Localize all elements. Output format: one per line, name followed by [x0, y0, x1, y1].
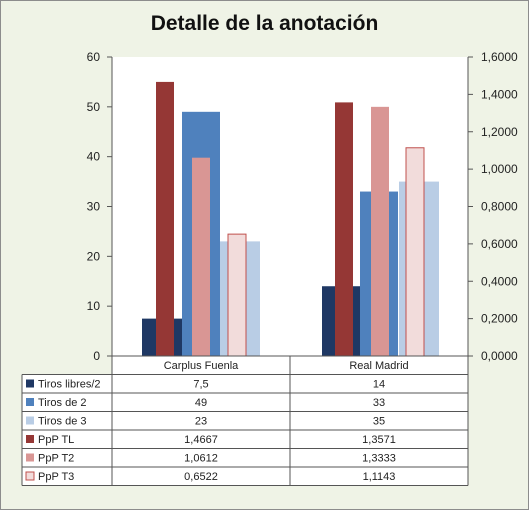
right-tick-label: 0,0000 — [481, 349, 518, 363]
right-tick-label: 1,4000 — [481, 87, 518, 101]
left-tick-label: 50 — [87, 100, 101, 114]
legend-key — [26, 379, 34, 388]
chart-title: Detalle de la anotación — [150, 12, 379, 35]
legend-key — [26, 416, 34, 425]
data-label: 1,3333 — [362, 453, 396, 465]
data-label: 33 — [373, 397, 385, 409]
category-label: Real Madrid — [349, 360, 408, 372]
right-tick-label: 0,8000 — [481, 200, 518, 214]
legend-key — [26, 435, 34, 443]
bar — [371, 106, 389, 356]
data-label: 0,6522 — [184, 471, 218, 483]
series-name: PpP T2 — [38, 453, 74, 465]
series-name: PpP T3 — [38, 471, 74, 483]
data-label: 14 — [373, 379, 385, 391]
data-label: 1,0612 — [184, 453, 218, 465]
bar — [192, 157, 210, 356]
legend-key — [25, 471, 35, 481]
right-tick-label: 0,2000 — [481, 312, 518, 326]
data-label: 1,1143 — [363, 471, 396, 483]
data-label: 1,3571 — [362, 434, 396, 446]
series-name: Tiros libres/2 — [38, 379, 101, 391]
data-label: 49 — [195, 397, 207, 409]
right-tick-label: 0,4000 — [481, 274, 518, 288]
left-tick-label: 40 — [87, 150, 101, 164]
legend-key — [26, 453, 34, 462]
series-name: PpP TL — [38, 434, 74, 446]
series-name: Tiros de 2 — [38, 397, 87, 409]
bar — [156, 81, 174, 357]
bar — [227, 233, 247, 357]
data-label: 35 — [373, 416, 385, 428]
data-label: 1,4667 — [184, 434, 218, 446]
data-label: 23 — [195, 416, 207, 428]
right-tick-label: 1,0000 — [481, 162, 518, 176]
bar — [405, 147, 425, 357]
series-name: Tiros de 3 — [38, 416, 87, 428]
left-tick-label: 20 — [87, 249, 101, 263]
left-tick-label: 60 — [87, 50, 101, 64]
right-tick-label: 0,6000 — [481, 237, 518, 251]
category-label: Carplus Fuenla — [164, 360, 239, 372]
right-tick-label: 1,6000 — [481, 50, 518, 64]
bar — [335, 102, 353, 356]
right-tick-label: 1,2000 — [481, 125, 518, 139]
left-tick-label: 10 — [87, 299, 101, 313]
left-tick-label: 30 — [87, 200, 101, 214]
legend-key — [26, 398, 34, 406]
data-label: 7,5 — [193, 379, 208, 391]
left-tick-label: 0 — [93, 349, 100, 363]
